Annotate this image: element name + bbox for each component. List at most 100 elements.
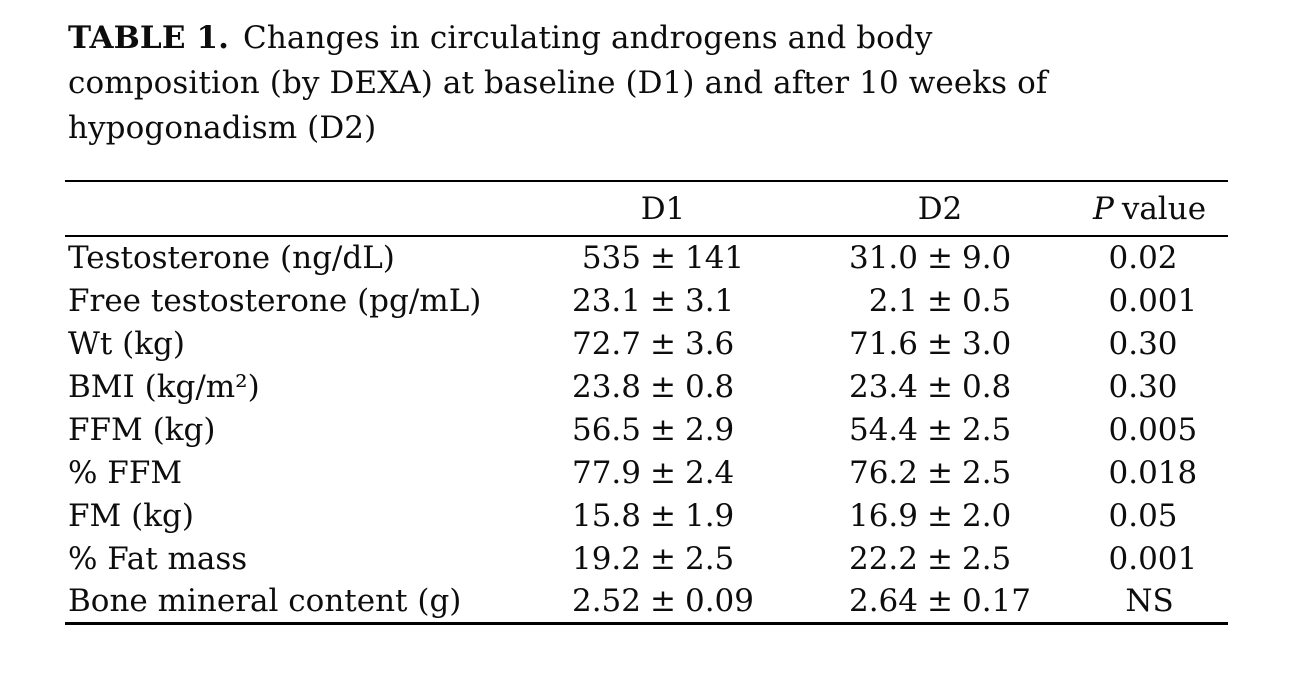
table-row: Testosterone (ng/dL) 535 ±141 31.0 ±9.0 0.02 (65, 236, 1228, 279)
header-d2: D2 (809, 181, 1071, 237)
table-row: Free testosterone (pg/mL) 23.1 ±3.1 2.1 ±0.5… (65, 279, 1228, 322)
table-caption: TABLE 1. Changes in circulating androgens… (68, 16, 1218, 151)
row-label: % FFM (68, 454, 183, 491)
d2-sd: 2.5 (961, 540, 1012, 577)
plus-minus-sign: ± (927, 368, 953, 405)
d2-value-cell: 23.4 ±0.8 (809, 365, 1071, 408)
table-row: FM (kg) 15.8 ±1.9 16.9 ±2.0 0.05 (65, 494, 1228, 537)
plus-minus-sign: ± (927, 240, 953, 276)
d2-sd: 0.8 (961, 368, 1012, 405)
plus-minus-sign: ± (927, 325, 953, 362)
d1-value: 72.7 ±3.6 (517, 326, 809, 362)
d2-mean: 2.1 (868, 282, 918, 319)
header-d1: D1 (517, 181, 809, 237)
d1-sd: 141 (684, 240, 745, 276)
d1-value: 77.9 ±2.4 (517, 455, 809, 491)
d1-sd: 0.09 (684, 582, 755, 619)
d2-sd: 2.5 (961, 411, 1012, 448)
p-value: 0.30 (1108, 325, 1178, 362)
d2-mean: 2.64 (848, 582, 918, 619)
plus-minus-sign: ± (650, 411, 676, 448)
row-label: Bone mineral content (g) (68, 582, 462, 619)
p-value-cell: 0.001 (1071, 279, 1228, 322)
p-value-cell: 0.02 (1071, 236, 1228, 279)
plus-minus-sign: ± (927, 497, 953, 534)
plus-minus-sign: ± (650, 454, 676, 491)
d1-sd: 2.9 (684, 411, 735, 448)
p-value-cell: NS (1071, 580, 1228, 623)
d1-mean: 56.5 (571, 411, 641, 448)
d2-value-cell: 31.0 ±9.0 (809, 236, 1071, 279)
d2-mean: 23.4 (848, 368, 918, 405)
caption-line-3: hypogonadism (D2) (68, 110, 377, 146)
plus-minus-sign: ± (927, 282, 953, 319)
d1-value: 56.5 ±2.9 (517, 412, 809, 448)
d2-value: 2.1 ±0.5 (809, 283, 1071, 319)
d2-value: 23.4 ±0.8 (809, 369, 1071, 405)
d2-value: 22.2 ±2.5 (809, 541, 1071, 577)
p-value: 0.02 (1108, 240, 1178, 276)
p-value: NS (1125, 582, 1174, 619)
caption-label: TABLE 1. (68, 20, 230, 56)
d1-value-cell: 19.2 ±2.5 (517, 537, 809, 580)
d1-mean: 15.8 (571, 497, 641, 534)
p-value: 0.001 (1108, 540, 1198, 577)
header-p-rest: value (1121, 190, 1207, 227)
d2-value-cell: 2.1 ±0.5 (809, 279, 1071, 322)
caption-text-1: Changes in circulating androgens and bod… (243, 20, 933, 56)
plus-minus-sign: ± (650, 497, 676, 534)
d2-value: 2.64 ±0.17 (809, 583, 1071, 619)
d2-value: 16.9 ±2.0 (809, 498, 1071, 534)
d2-value-cell: 76.2 ±2.5 (809, 451, 1071, 494)
row-label: FFM (kg) (68, 411, 216, 448)
plus-minus-sign: ± (650, 582, 676, 619)
header-empty-cell (65, 181, 517, 237)
row-label: Free testosterone (pg/mL) (68, 282, 482, 319)
d1-sd: 0.8 (684, 368, 735, 405)
table-row: Bone mineral content (g) 2.52 ±0.09 2.64 ±0.… (65, 580, 1228, 623)
table-row: Wt (kg) 72.7 ±3.6 71.6 ±3.0 0.30 (65, 322, 1228, 365)
d1-value: 23.1 ±3.1 (517, 283, 809, 319)
d2-value: 54.4 ±2.5 (809, 412, 1071, 448)
d1-value: 15.8 ±1.9 (517, 498, 809, 534)
d1-mean: 23.8 (571, 368, 641, 405)
d1-mean: 2.52 (571, 582, 641, 619)
header-p-italic: P (1092, 190, 1114, 227)
d1-value: 19.2 ±2.5 (517, 541, 809, 577)
d1-value-cell: 23.8 ±0.8 (517, 365, 809, 408)
p-value-cell: 0.30 (1071, 365, 1228, 408)
plus-minus-sign: ± (927, 411, 953, 448)
d1-mean: 72.7 (571, 325, 641, 362)
p-value-cell: 0.005 (1071, 408, 1228, 451)
d2-sd: 2.0 (961, 497, 1012, 534)
d1-sd: 3.1 (684, 282, 735, 319)
table-row: % Fat mass 19.2 ±2.5 22.2 ±2.5 0.001 (65, 537, 1228, 580)
plus-minus-sign: ± (927, 540, 953, 577)
p-value-cell: 0.05 (1071, 494, 1228, 537)
p-value: 0.005 (1108, 411, 1198, 448)
d2-sd: 0.17 (961, 582, 1032, 619)
p-value-cell: 0.001 (1071, 537, 1228, 580)
d2-mean: 31.0 (848, 240, 918, 276)
d1-value-cell: 77.9 ±2.4 (517, 451, 809, 494)
p-value: 0.001 (1108, 282, 1198, 319)
d2-value-cell: 16.9 ±2.0 (809, 494, 1071, 537)
d1-value: 2.52 ±0.09 (517, 583, 809, 619)
d2-value: 31.0 ±9.0 (809, 240, 1071, 276)
d1-sd: 3.6 (684, 325, 735, 362)
d1-mean: 535 (581, 240, 641, 276)
d1-sd: 2.4 (684, 454, 735, 491)
plus-minus-sign: ± (650, 540, 676, 577)
d1-value-cell: 23.1 ±3.1 (517, 279, 809, 322)
d2-value: 71.6 ±3.0 (809, 326, 1071, 362)
d1-mean: 19.2 (571, 540, 641, 577)
d2-sd: 9.0 (961, 240, 1012, 276)
d2-value: 76.2 ±2.5 (809, 455, 1071, 491)
caption-line-2: composition (by DEXA) at baseline (D1) a… (68, 65, 1048, 101)
d2-value-cell: 54.4 ±2.5 (809, 408, 1071, 451)
d1-value-cell: 56.5 ±2.9 (517, 408, 809, 451)
p-value: 0.05 (1108, 497, 1178, 534)
